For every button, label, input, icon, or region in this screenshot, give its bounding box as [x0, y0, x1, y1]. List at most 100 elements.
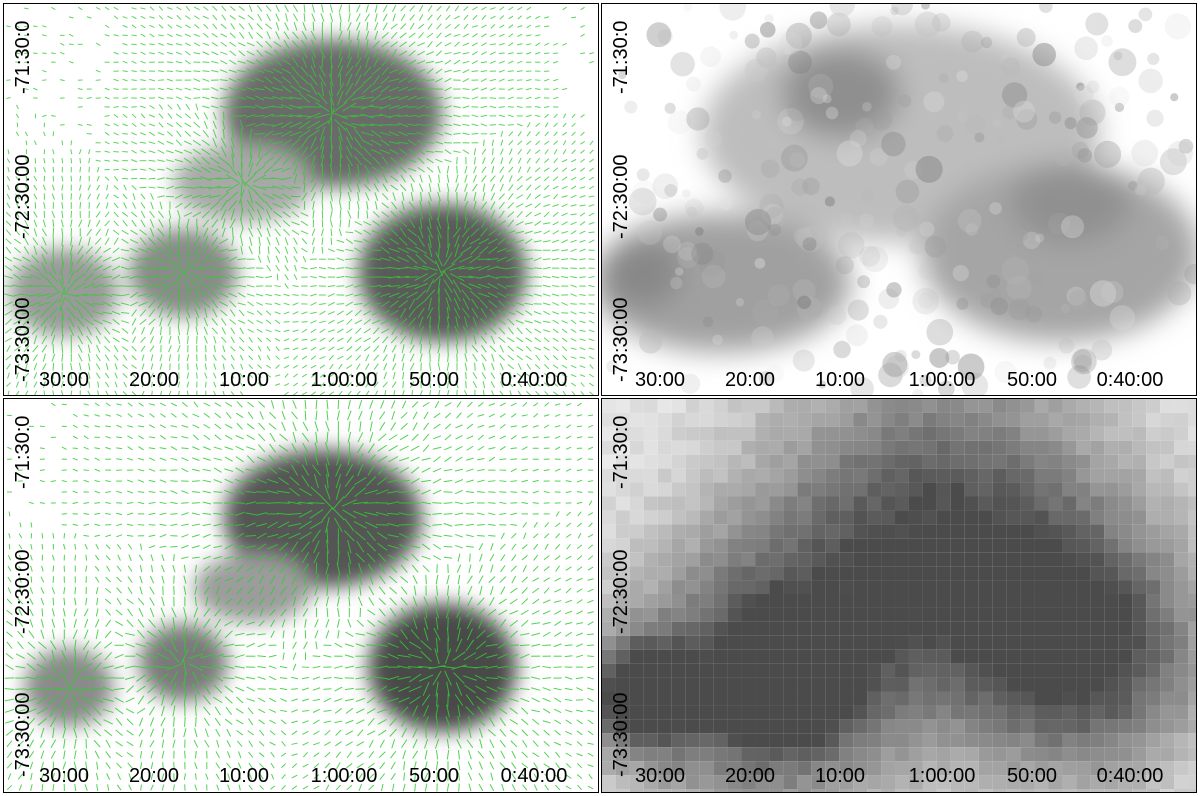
vector-segment	[61, 446, 67, 450]
pixel-cell	[936, 399, 951, 413]
vector-segment	[301, 698, 310, 702]
vector-segment	[256, 467, 267, 473]
vector-segment	[534, 176, 541, 181]
vector-segment	[481, 166, 487, 173]
vector-segment	[70, 158, 73, 164]
vector-segment	[562, 42, 568, 46]
vector-segment	[355, 65, 362, 77]
vector-segment	[357, 596, 363, 607]
vector-segment	[68, 16, 74, 19]
vector-segment	[398, 697, 410, 703]
vector-segment	[508, 381, 514, 388]
vector-segment	[131, 185, 137, 191]
vector-segment	[443, 513, 453, 515]
vector-segment	[471, 307, 479, 318]
vector-segment	[94, 565, 100, 572]
vector-segment	[353, 258, 363, 261]
vector-segment	[355, 665, 366, 669]
vector-segment	[325, 630, 330, 639]
vector-segment	[358, 574, 363, 585]
vector-segment	[553, 113, 558, 119]
vector-segment	[444, 159, 452, 163]
vector-segment	[419, 353, 423, 362]
vector-segment	[576, 491, 583, 493]
vector-segment	[377, 553, 387, 563]
vector-segment	[203, 402, 211, 407]
vector-segment	[244, 182, 258, 194]
vector-segment	[171, 413, 177, 418]
vector-segment	[6, 202, 11, 209]
vector-segment	[132, 202, 137, 209]
vector-segment	[138, 554, 144, 561]
vector-segment	[92, 284, 104, 289]
vector-segment	[272, 68, 283, 74]
vector-segment	[534, 185, 541, 191]
vector-segment	[341, 499, 357, 507]
vector-segment	[337, 585, 340, 596]
vector-segment	[415, 246, 428, 255]
vector-segment	[365, 56, 370, 68]
vector-segment	[311, 228, 316, 236]
vector-segment	[516, 70, 523, 73]
vector-segment	[535, 372, 540, 379]
vector-segment	[113, 34, 119, 37]
vector-segment	[289, 121, 302, 128]
vector-segment	[161, 705, 165, 717]
vector-segment	[15, 113, 20, 119]
texture-blob	[918, 262, 936, 280]
vector-segment	[410, 192, 414, 201]
vector-segment	[508, 175, 513, 183]
vector-segment	[29, 619, 34, 628]
texture-blob	[1137, 167, 1165, 195]
vector-segment	[235, 412, 244, 419]
texture-blob	[793, 227, 813, 246]
vector-segment	[140, 751, 143, 759]
vector-segment	[75, 263, 85, 273]
vector-segment	[181, 424, 189, 428]
texture-blob	[767, 284, 790, 307]
vector-segment	[428, 174, 432, 183]
vector-segment	[507, 211, 515, 218]
vector-segment	[87, 219, 91, 228]
vector-segment	[489, 345, 497, 353]
vector-segment	[345, 266, 354, 270]
texture-blob	[1039, 4, 1053, 13]
vector-segment	[215, 751, 221, 759]
vector-segment	[256, 491, 268, 493]
vector-segment	[21, 275, 32, 279]
vector-segment	[511, 750, 517, 759]
vector-segment	[225, 587, 232, 594]
vector-segment	[278, 542, 289, 552]
vector-segment	[587, 676, 594, 680]
vector-segment	[346, 182, 352, 193]
vector-segment	[399, 467, 409, 474]
vector-segment	[247, 411, 254, 420]
vector-segment	[49, 705, 58, 717]
vector-segment	[376, 489, 389, 495]
vector-segment	[211, 228, 219, 237]
vector-segment	[382, 4, 388, 13]
vector-segment	[18, 762, 23, 769]
vector-segment	[138, 607, 144, 617]
vector-segment	[380, 166, 390, 173]
vector-segment	[525, 310, 533, 316]
vector-segment	[41, 544, 44, 550]
vector-segment	[544, 391, 549, 395]
vector-segment	[418, 665, 434, 669]
vector-segment	[463, 652, 477, 661]
vector-segment	[561, 195, 568, 198]
vector-segment	[310, 302, 317, 306]
vector-segment	[310, 266, 317, 270]
vector-segment	[238, 309, 245, 317]
vector-segment	[334, 119, 347, 131]
vector-segment	[570, 337, 577, 342]
vector-segment	[13, 328, 22, 334]
vector-segment	[229, 50, 237, 57]
vector-segment	[94, 502, 101, 504]
vector-segment	[499, 480, 507, 482]
vector-segment	[508, 184, 514, 191]
vector-segment	[292, 641, 297, 649]
vector-segment	[365, 390, 370, 395]
vector-segment	[421, 694, 431, 706]
vector-segment	[391, 326, 398, 336]
